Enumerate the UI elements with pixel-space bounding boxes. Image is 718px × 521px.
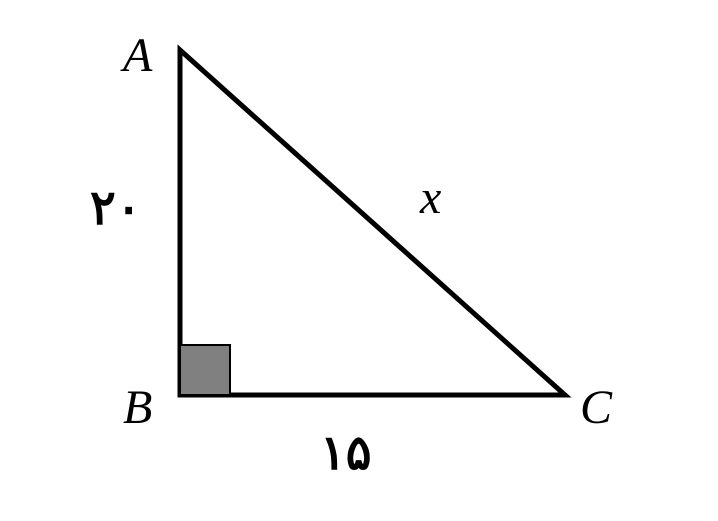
side-label-ab: ۲۰: [90, 180, 142, 236]
side-label-bc: ۱۵: [320, 425, 372, 481]
vertex-label-a: A: [123, 28, 152, 83]
vertex-label-b: B: [123, 380, 152, 435]
triangle-diagram: A B C ۲۰ ۱۵ x: [0, 0, 718, 521]
side-label-ac: x: [420, 170, 441, 225]
right-angle-marker: [180, 345, 230, 395]
vertex-label-c: C: [580, 380, 612, 435]
triangle-shape: [180, 50, 565, 395]
